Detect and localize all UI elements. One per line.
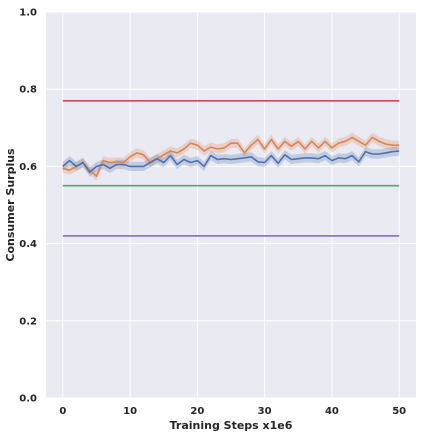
x-axis-label: Training Steps x1e6 xyxy=(170,419,293,432)
x-tick-label: 30 xyxy=(258,406,272,417)
series-0-line xyxy=(62,136,400,177)
grid xyxy=(46,11,416,399)
x-tick-labels: 0 10 20 30 40 50 xyxy=(59,406,406,417)
x-tick-label: 20 xyxy=(190,406,204,417)
x-tick-label: 10 xyxy=(123,406,137,417)
y-tick-labels: 0.0 0.2 0.4 0.6 0.8 1.0 xyxy=(19,8,37,405)
y-axis-label: Consumer Surplus xyxy=(4,148,17,262)
y-tick-label: 1.0 xyxy=(19,8,37,19)
series-1-band xyxy=(62,146,400,177)
x-tick-label: 50 xyxy=(392,406,406,417)
y-tick-label: 0.2 xyxy=(19,316,37,327)
series-lines xyxy=(62,100,400,237)
y-tick-label: 0.0 xyxy=(19,394,37,405)
y-tick-label: 0.4 xyxy=(19,239,37,250)
x-tick-label: 0 xyxy=(59,406,66,417)
x-tick-label: 40 xyxy=(325,406,339,417)
plot-area xyxy=(46,12,416,398)
y-tick-label: 0.6 xyxy=(19,162,37,173)
y-tick-label: 0.8 xyxy=(19,85,37,96)
series-1-line xyxy=(62,150,400,173)
